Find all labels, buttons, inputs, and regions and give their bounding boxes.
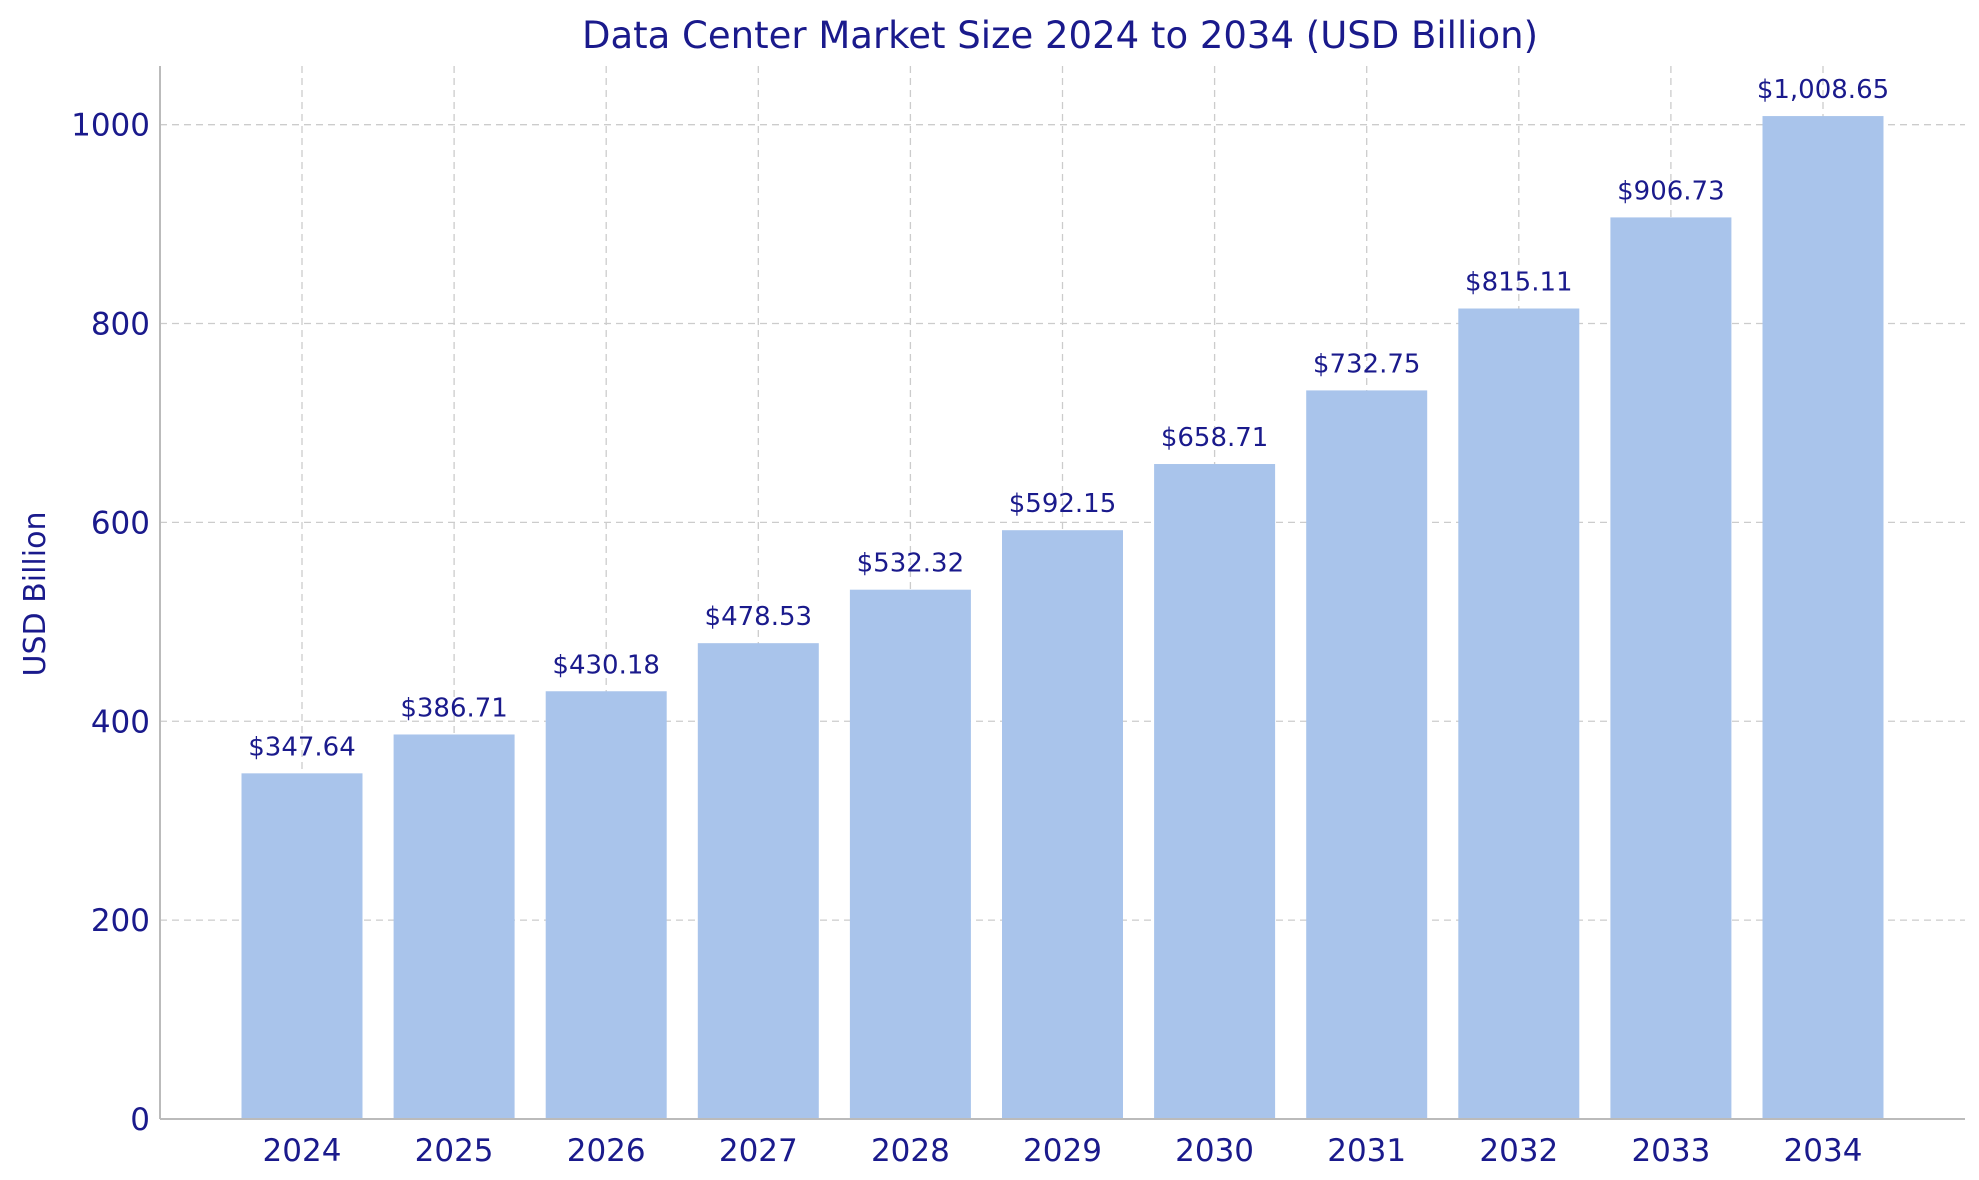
- data-label: $347.64: [248, 732, 356, 762]
- data-label: $815.11: [1465, 268, 1573, 298]
- bar: [1002, 530, 1123, 1119]
- x-tick-label: 2029: [1023, 1133, 1102, 1169]
- data-label: $532.32: [857, 549, 965, 579]
- axes: [159, 66, 1965, 1120]
- data-label: $732.75: [1313, 349, 1421, 379]
- data-label: $1,008.65: [1757, 75, 1889, 105]
- bar: [697, 643, 819, 1119]
- bar: [1610, 217, 1732, 1119]
- x-tick-label: 2024: [263, 1133, 342, 1169]
- bar: [1306, 390, 1428, 1119]
- data-label: $592.15: [1009, 489, 1117, 519]
- x-tick-label: 2025: [415, 1133, 494, 1169]
- data-label: $658.71: [1161, 423, 1269, 453]
- data-label: $906.73: [1617, 176, 1725, 206]
- x-tick-label: 2028: [871, 1133, 950, 1169]
- y-tick-label: 600: [91, 505, 150, 541]
- y-tick-label: 200: [91, 903, 150, 939]
- y-axis-label: USD Billion: [18, 512, 53, 677]
- bars: [241, 116, 1884, 1120]
- x-tick-label: 2034: [1784, 1133, 1863, 1169]
- bar: [1458, 308, 1580, 1119]
- y-tick-label: 1000: [71, 108, 150, 144]
- y-tick-label: 800: [91, 307, 150, 343]
- data-labels: $347.64 $386.71 $430.18 $478.53 $532.32 $592.…: [248, 75, 1889, 762]
- chart-title: Data Center Market Size 2024 to 2034 (US…: [582, 14, 1538, 57]
- data-label: $430.18: [552, 650, 660, 680]
- bar: [545, 691, 667, 1119]
- x-tick-label: 2033: [1631, 1133, 1710, 1169]
- x-tick-label: 2032: [1479, 1133, 1558, 1169]
- x-tick-label: 2027: [719, 1133, 798, 1169]
- data-label: $478.53: [705, 602, 813, 632]
- x-tick-label: 2031: [1327, 1133, 1406, 1169]
- y-tick-label: 0: [130, 1102, 150, 1138]
- data-label: $386.71: [400, 693, 508, 723]
- bar: [241, 773, 363, 1119]
- bar: [1154, 464, 1276, 1119]
- tick-labels: 0 200 400 600 800 1000 2024 2025 2026 2027 2028 202…: [71, 108, 1862, 1169]
- y-tick-label: 400: [91, 704, 150, 740]
- bar: [849, 589, 971, 1119]
- bar: [1762, 116, 1884, 1120]
- bar: [393, 734, 515, 1119]
- x-tick-label: 2030: [1175, 1133, 1254, 1169]
- x-tick-label: 2026: [567, 1133, 646, 1169]
